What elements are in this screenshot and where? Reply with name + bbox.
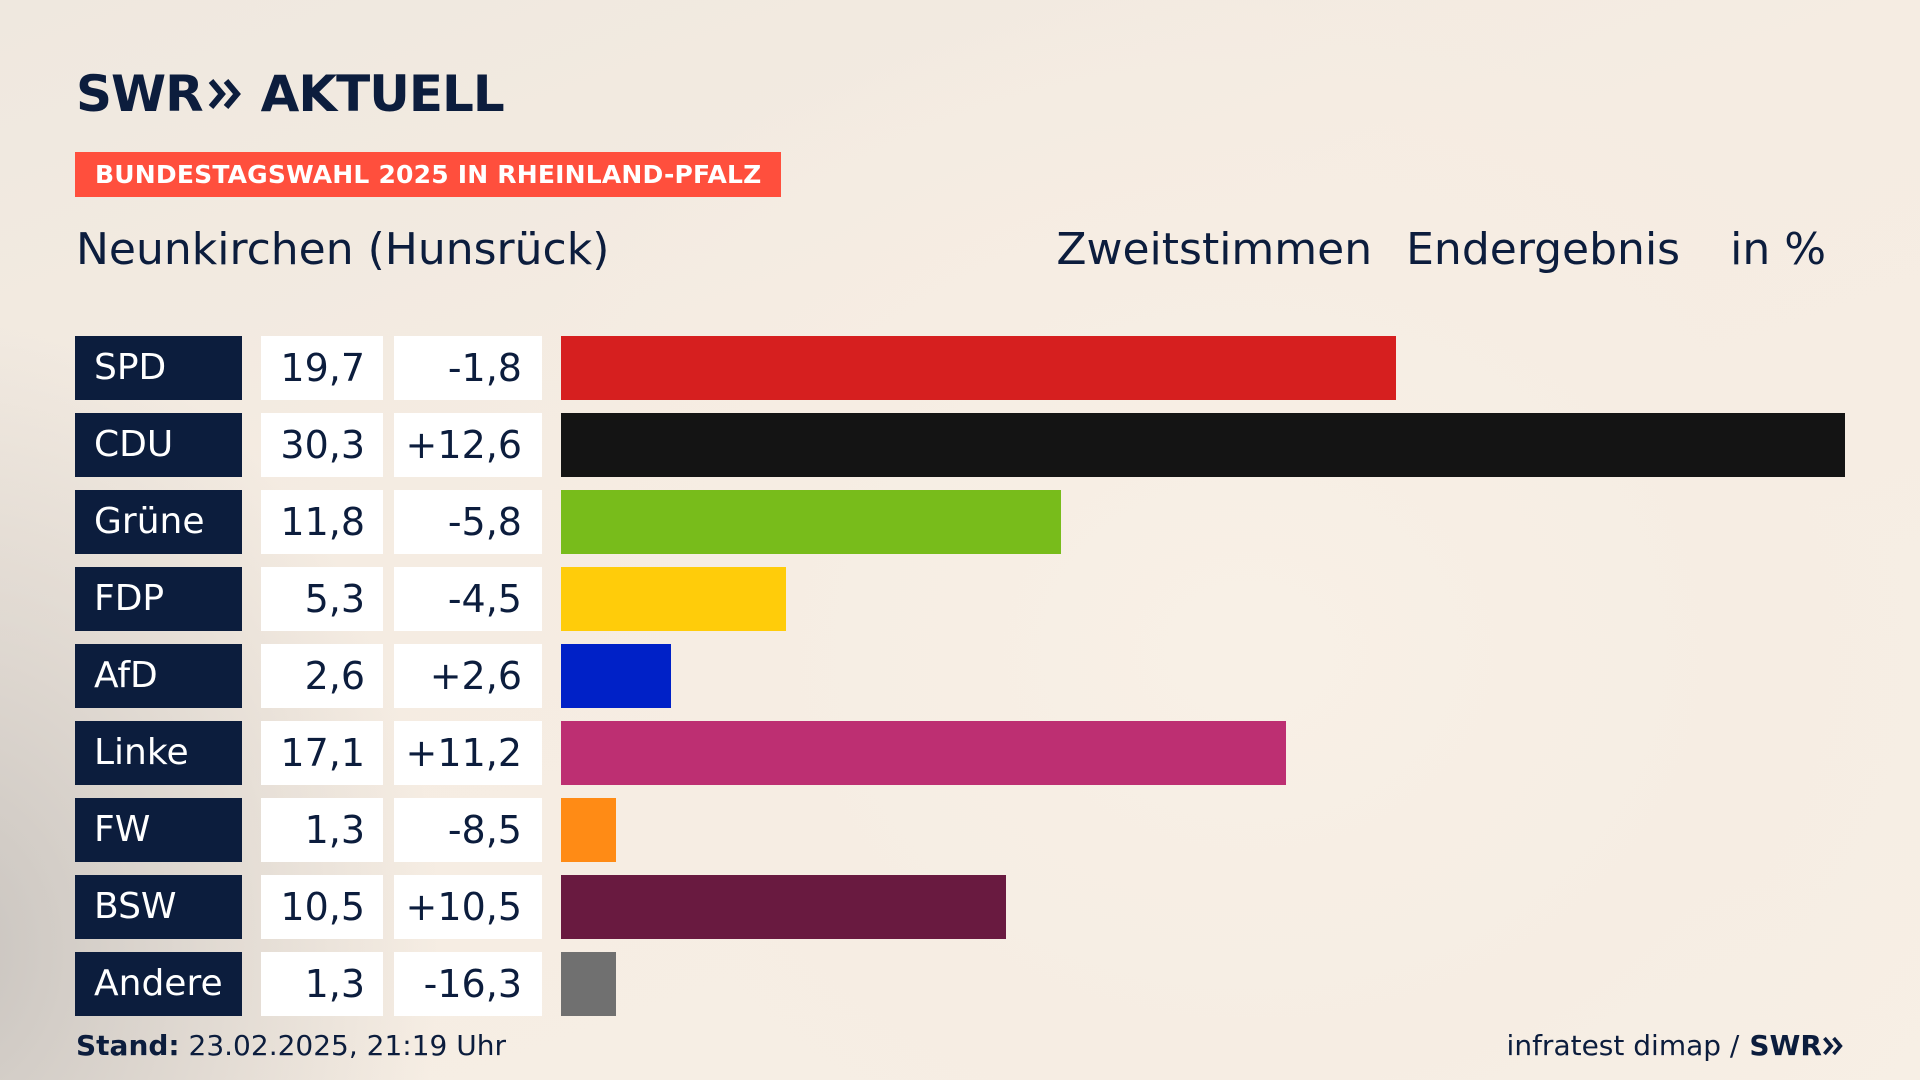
vote-share-value: 2,6 [261, 644, 383, 708]
result-header: Zweitstimmen Endergebnis in % [1056, 220, 1826, 280]
vote-share-bar [561, 644, 671, 708]
party-label: Andere [75, 952, 242, 1016]
stand-value: 23.02.2025, 21:19 Uhr [188, 1029, 506, 1062]
chevron-double-right-icon [207, 76, 243, 112]
vote-share-change: -5,8 [394, 490, 542, 554]
vote-share-bar [561, 875, 1006, 939]
vote-share-value: 1,3 [261, 798, 383, 862]
swr-mini-logo: SWR [1749, 1030, 1844, 1062]
party-label: BSW [75, 875, 242, 939]
vote-share-value: 1,3 [261, 952, 383, 1016]
result-row: CDU 30,3 +12,6 [75, 413, 1845, 477]
vote-share-bar [561, 413, 1845, 477]
result-row: SPD 19,7 -1,8 [75, 336, 1845, 400]
party-label: CDU [75, 413, 242, 477]
vote-share-change: +11,2 [394, 721, 542, 785]
mini-logo-text: SWR [1749, 1029, 1822, 1062]
vote-share-value: 19,7 [261, 336, 383, 400]
vote-share-value: 17,1 [261, 721, 383, 785]
result-row: BSW 10,5 +10,5 [75, 875, 1845, 939]
result-row: Grüne 11,8 -5,8 [75, 490, 1845, 554]
vote-share-bar [561, 490, 1061, 554]
location-title: Neunkirchen (Hunsrück) [76, 224, 610, 275]
vote-share-change: -16,3 [394, 952, 542, 1016]
vote-share-value: 11,8 [261, 490, 383, 554]
unit-label: in % [1730, 224, 1826, 275]
vote-share-change: -4,5 [394, 567, 542, 631]
election-banner: BUNDESTAGSWAHL 2025 IN RHEINLAND-PFALZ [75, 152, 782, 197]
source-credit: infratest dimap / SWR [1507, 1030, 1844, 1062]
vote-share-change: -1,8 [394, 336, 542, 400]
vote-share-bar [561, 952, 616, 1016]
vote-share-change: +2,6 [394, 644, 542, 708]
vote-share-bar [561, 336, 1396, 400]
result-row: FDP 5,3 -4,5 [75, 567, 1845, 631]
vote-type-label: Zweitstimmen [1056, 224, 1373, 275]
vote-share-change: -8,5 [394, 798, 542, 862]
vote-share-change: +12,6 [394, 413, 542, 477]
result-row: AfD 2,6 +2,6 [75, 644, 1845, 708]
logo-aktuell-text: AKTUELL [260, 65, 505, 123]
swr-aktuell-logo: SWR AKTUELL [76, 64, 505, 124]
result-row: Linke 17,1 +11,2 [75, 721, 1845, 785]
vote-share-bar [561, 721, 1286, 785]
result-type-label: Endergebnis [1406, 224, 1681, 275]
result-row: FW 1,3 -8,5 [75, 798, 1845, 862]
source-text: infratest dimap / [1506, 1029, 1740, 1062]
timestamp: Stand: 23.02.2025, 21:19 Uhr [76, 1030, 506, 1062]
vote-share-value: 5,3 [261, 567, 383, 631]
party-label: FW [75, 798, 242, 862]
party-label: AfD [75, 644, 242, 708]
party-label: SPD [75, 336, 242, 400]
vote-share-bar [561, 567, 786, 631]
vote-share-value: 30,3 [261, 413, 383, 477]
vote-share-value: 10,5 [261, 875, 383, 939]
chevron-double-right-icon [1823, 1036, 1843, 1056]
vote-share-change: +10,5 [394, 875, 542, 939]
result-row: Andere 1,3 -16,3 [75, 952, 1845, 1016]
party-label: Linke [75, 721, 242, 785]
stand-label: Stand: [76, 1029, 180, 1062]
vote-share-bar [561, 798, 616, 862]
party-label: Grüne [75, 490, 242, 554]
party-label: FDP [75, 567, 242, 631]
logo-swr-text: SWR [76, 65, 204, 123]
